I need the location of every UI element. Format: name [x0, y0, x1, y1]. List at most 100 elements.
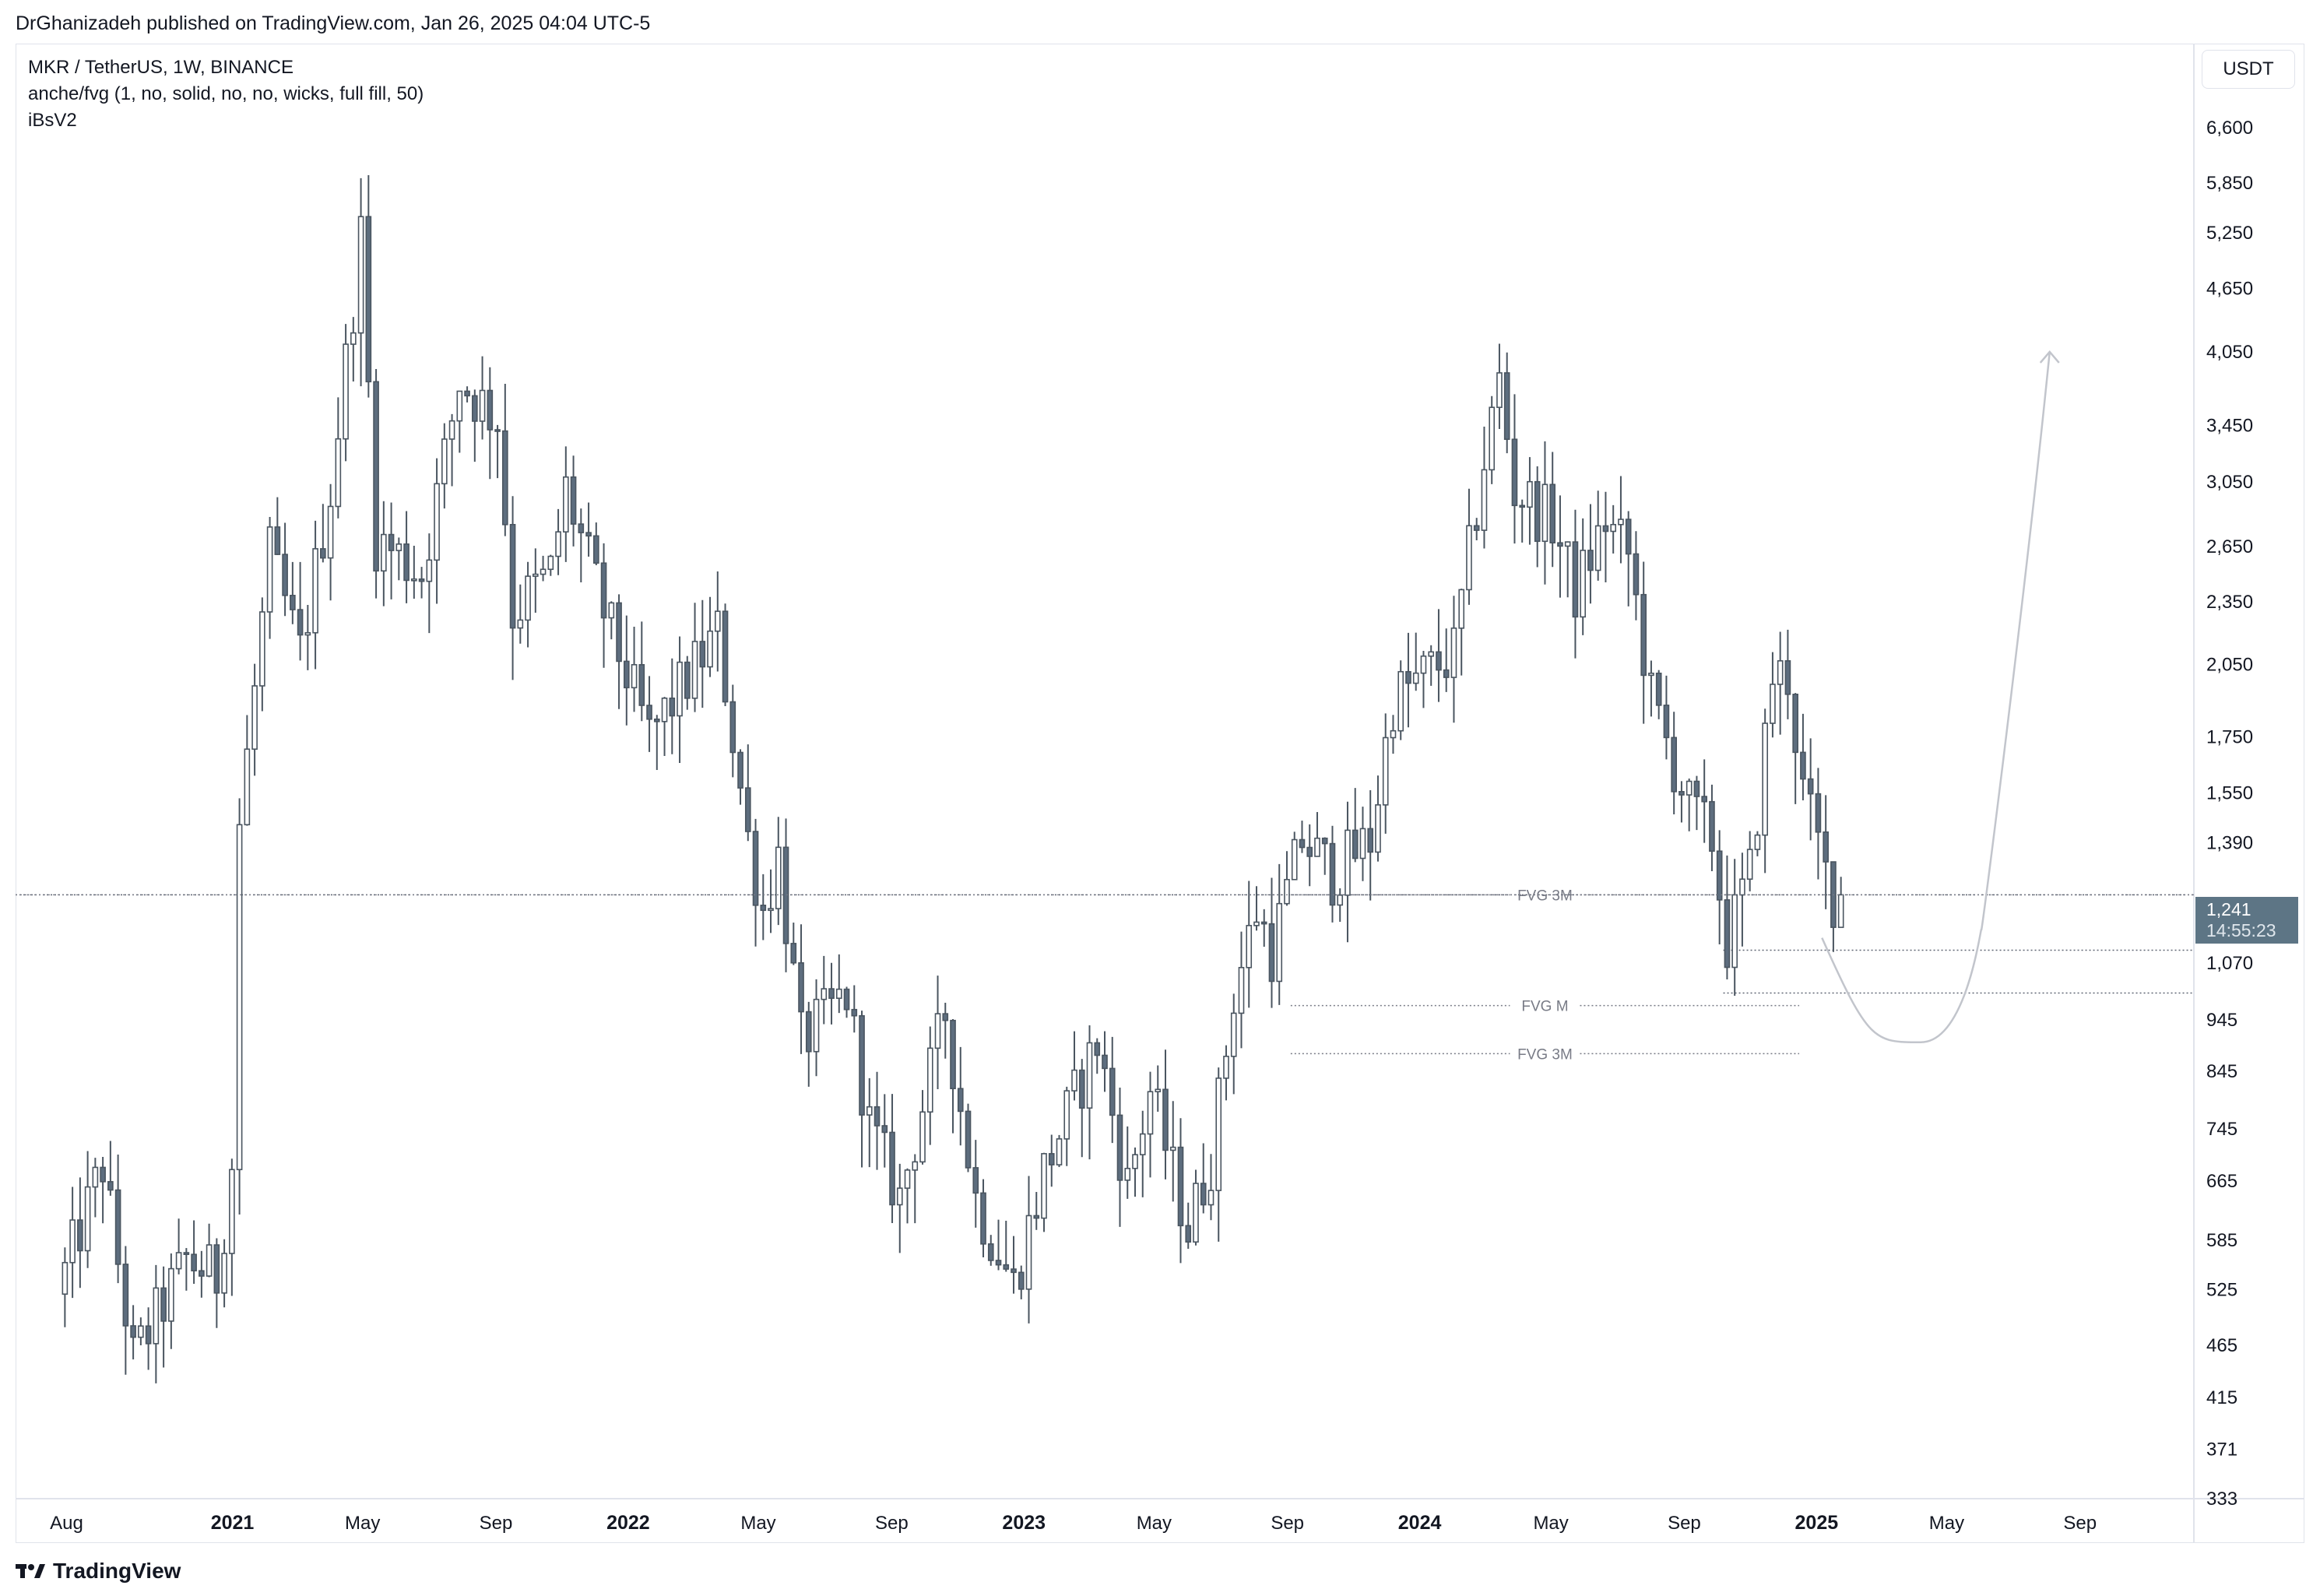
- candle-body-down[interactable]: [1200, 1183, 1207, 1206]
- candle-body-up[interactable]: [1390, 729, 1397, 739]
- candle-body-up[interactable]: [1132, 1154, 1138, 1169]
- candle-body-up[interactable]: [1564, 541, 1571, 547]
- candle-body-down[interactable]: [616, 602, 622, 663]
- tradingview-logo[interactable]: TradingView: [16, 1556, 181, 1587]
- candle-body-down[interactable]: [684, 661, 691, 699]
- candle-body-down[interactable]: [950, 1019, 956, 1090]
- candle-body-up[interactable]: [479, 389, 486, 422]
- candle-body-up[interactable]: [1618, 519, 1624, 526]
- candle-body-down[interactable]: [592, 535, 599, 564]
- candle-body-up[interactable]: [1541, 483, 1548, 543]
- candle-body-down[interactable]: [160, 1287, 167, 1322]
- candle-body-up[interactable]: [84, 1186, 91, 1252]
- candle-body-down[interactable]: [107, 1181, 114, 1191]
- candle-body-down[interactable]: [1352, 829, 1359, 860]
- candle-body-up[interactable]: [343, 343, 349, 440]
- candle-body-down[interactable]: [744, 787, 751, 832]
- candle-body-down[interactable]: [297, 609, 304, 636]
- projection-curve[interactable]: [1821, 351, 2051, 1044]
- candle-body-up[interactable]: [768, 908, 774, 912]
- candle-body-up[interactable]: [1086, 1042, 1093, 1109]
- candle-body-up[interactable]: [1215, 1077, 1222, 1191]
- candle-body-down[interactable]: [859, 1014, 865, 1116]
- candle-body-down[interactable]: [972, 1167, 979, 1194]
- candle-body-down[interactable]: [828, 988, 835, 1000]
- candle-body-down[interactable]: [1078, 1069, 1085, 1109]
- candle-body-up[interactable]: [1246, 925, 1253, 968]
- candle-body-up[interactable]: [1481, 469, 1488, 531]
- candle-body-down[interactable]: [1003, 1264, 1010, 1270]
- candle-body-down[interactable]: [874, 1106, 881, 1127]
- candle-body-down[interactable]: [487, 389, 494, 431]
- candle-body-down[interactable]: [1549, 483, 1556, 544]
- candle-body-up[interactable]: [1139, 1133, 1146, 1155]
- candle-body-up[interactable]: [1648, 672, 1654, 677]
- candle-body-down[interactable]: [805, 1011, 812, 1053]
- candle-body-down[interactable]: [1260, 921, 1267, 925]
- candle-body-down[interactable]: [213, 1244, 220, 1294]
- candle-body-down[interactable]: [1185, 1225, 1192, 1243]
- candle-body-down[interactable]: [464, 390, 470, 397]
- candle-body-down[interactable]: [1602, 525, 1609, 533]
- candle-body-up[interactable]: [1686, 780, 1693, 796]
- candle-body-down[interactable]: [851, 1008, 858, 1017]
- candle-body-up[interactable]: [456, 390, 463, 422]
- candle-body-down[interactable]: [501, 430, 508, 526]
- candle-body-down[interactable]: [965, 1110, 972, 1169]
- candle-body-down[interactable]: [889, 1131, 895, 1206]
- candle-body-down[interactable]: [274, 526, 281, 555]
- candle-body-up[interactable]: [1420, 655, 1427, 674]
- candle-body-down[interactable]: [418, 578, 425, 582]
- candle-body-up[interactable]: [1428, 651, 1435, 657]
- candle-body-up[interactable]: [1580, 550, 1587, 618]
- candle-body-down[interactable]: [282, 554, 288, 596]
- candle-body-up[interactable]: [69, 1219, 76, 1264]
- candle-body-down[interactable]: [1716, 850, 1723, 901]
- candle-body-up[interactable]: [1770, 684, 1776, 724]
- candle-body-up[interactable]: [1238, 966, 1245, 1014]
- candle-body-down[interactable]: [320, 548, 326, 559]
- candle-body-up[interactable]: [540, 568, 547, 575]
- candle-body-down[interactable]: [1443, 669, 1450, 678]
- candle-body-down[interactable]: [600, 562, 607, 619]
- candle-body-down[interactable]: [760, 904, 767, 912]
- candle-body-up[interactable]: [92, 1166, 99, 1188]
- candle-body-up[interactable]: [138, 1325, 144, 1338]
- candle-body-down[interactable]: [1405, 670, 1411, 684]
- candle-body-up[interactable]: [62, 1261, 69, 1295]
- candle-body-up[interactable]: [1169, 1146, 1176, 1151]
- candle-body-down[interactable]: [570, 476, 577, 525]
- candle-body-down[interactable]: [1807, 778, 1814, 795]
- candle-body-down[interactable]: [1823, 831, 1829, 863]
- candle-body-up[interactable]: [775, 846, 782, 909]
- candle-body-down[interactable]: [1109, 1067, 1116, 1116]
- candle-body-up[interactable]: [1412, 672, 1419, 684]
- candle-body-up[interactable]: [266, 526, 273, 613]
- candle-body-down[interactable]: [1663, 705, 1670, 739]
- candle-body-down[interactable]: [1048, 1153, 1055, 1165]
- candle-body-down[interactable]: [722, 610, 729, 703]
- candle-body-up[interactable]: [1731, 894, 1738, 968]
- candle-body-up[interactable]: [1041, 1153, 1047, 1219]
- candle-body-down[interactable]: [1640, 593, 1647, 677]
- candle-body-down[interactable]: [942, 1013, 949, 1021]
- candle-body-up[interactable]: [1754, 834, 1761, 850]
- candle-body-up[interactable]: [1025, 1215, 1032, 1290]
- candle-body-down[interactable]: [1701, 796, 1708, 803]
- candle-body-up[interactable]: [866, 1106, 873, 1116]
- candle-body-down[interactable]: [782, 846, 789, 944]
- candle-body-up[interactable]: [1466, 525, 1472, 591]
- candle-body-up[interactable]: [821, 988, 828, 1000]
- candle-body-up[interactable]: [691, 641, 698, 699]
- candle-body-down[interactable]: [472, 395, 478, 422]
- candle-body-down[interactable]: [1792, 694, 1798, 754]
- candle-body-up[interactable]: [1314, 837, 1320, 857]
- candle-body-down[interactable]: [130, 1325, 136, 1338]
- candle-body-down[interactable]: [1784, 660, 1791, 695]
- candle-body-up[interactable]: [426, 559, 433, 582]
- candle-body-up[interactable]: [1610, 523, 1617, 533]
- candle-body-up[interactable]: [926, 1047, 933, 1113]
- candle-body-up[interactable]: [1063, 1090, 1070, 1140]
- candle-body-up[interactable]: [661, 698, 668, 722]
